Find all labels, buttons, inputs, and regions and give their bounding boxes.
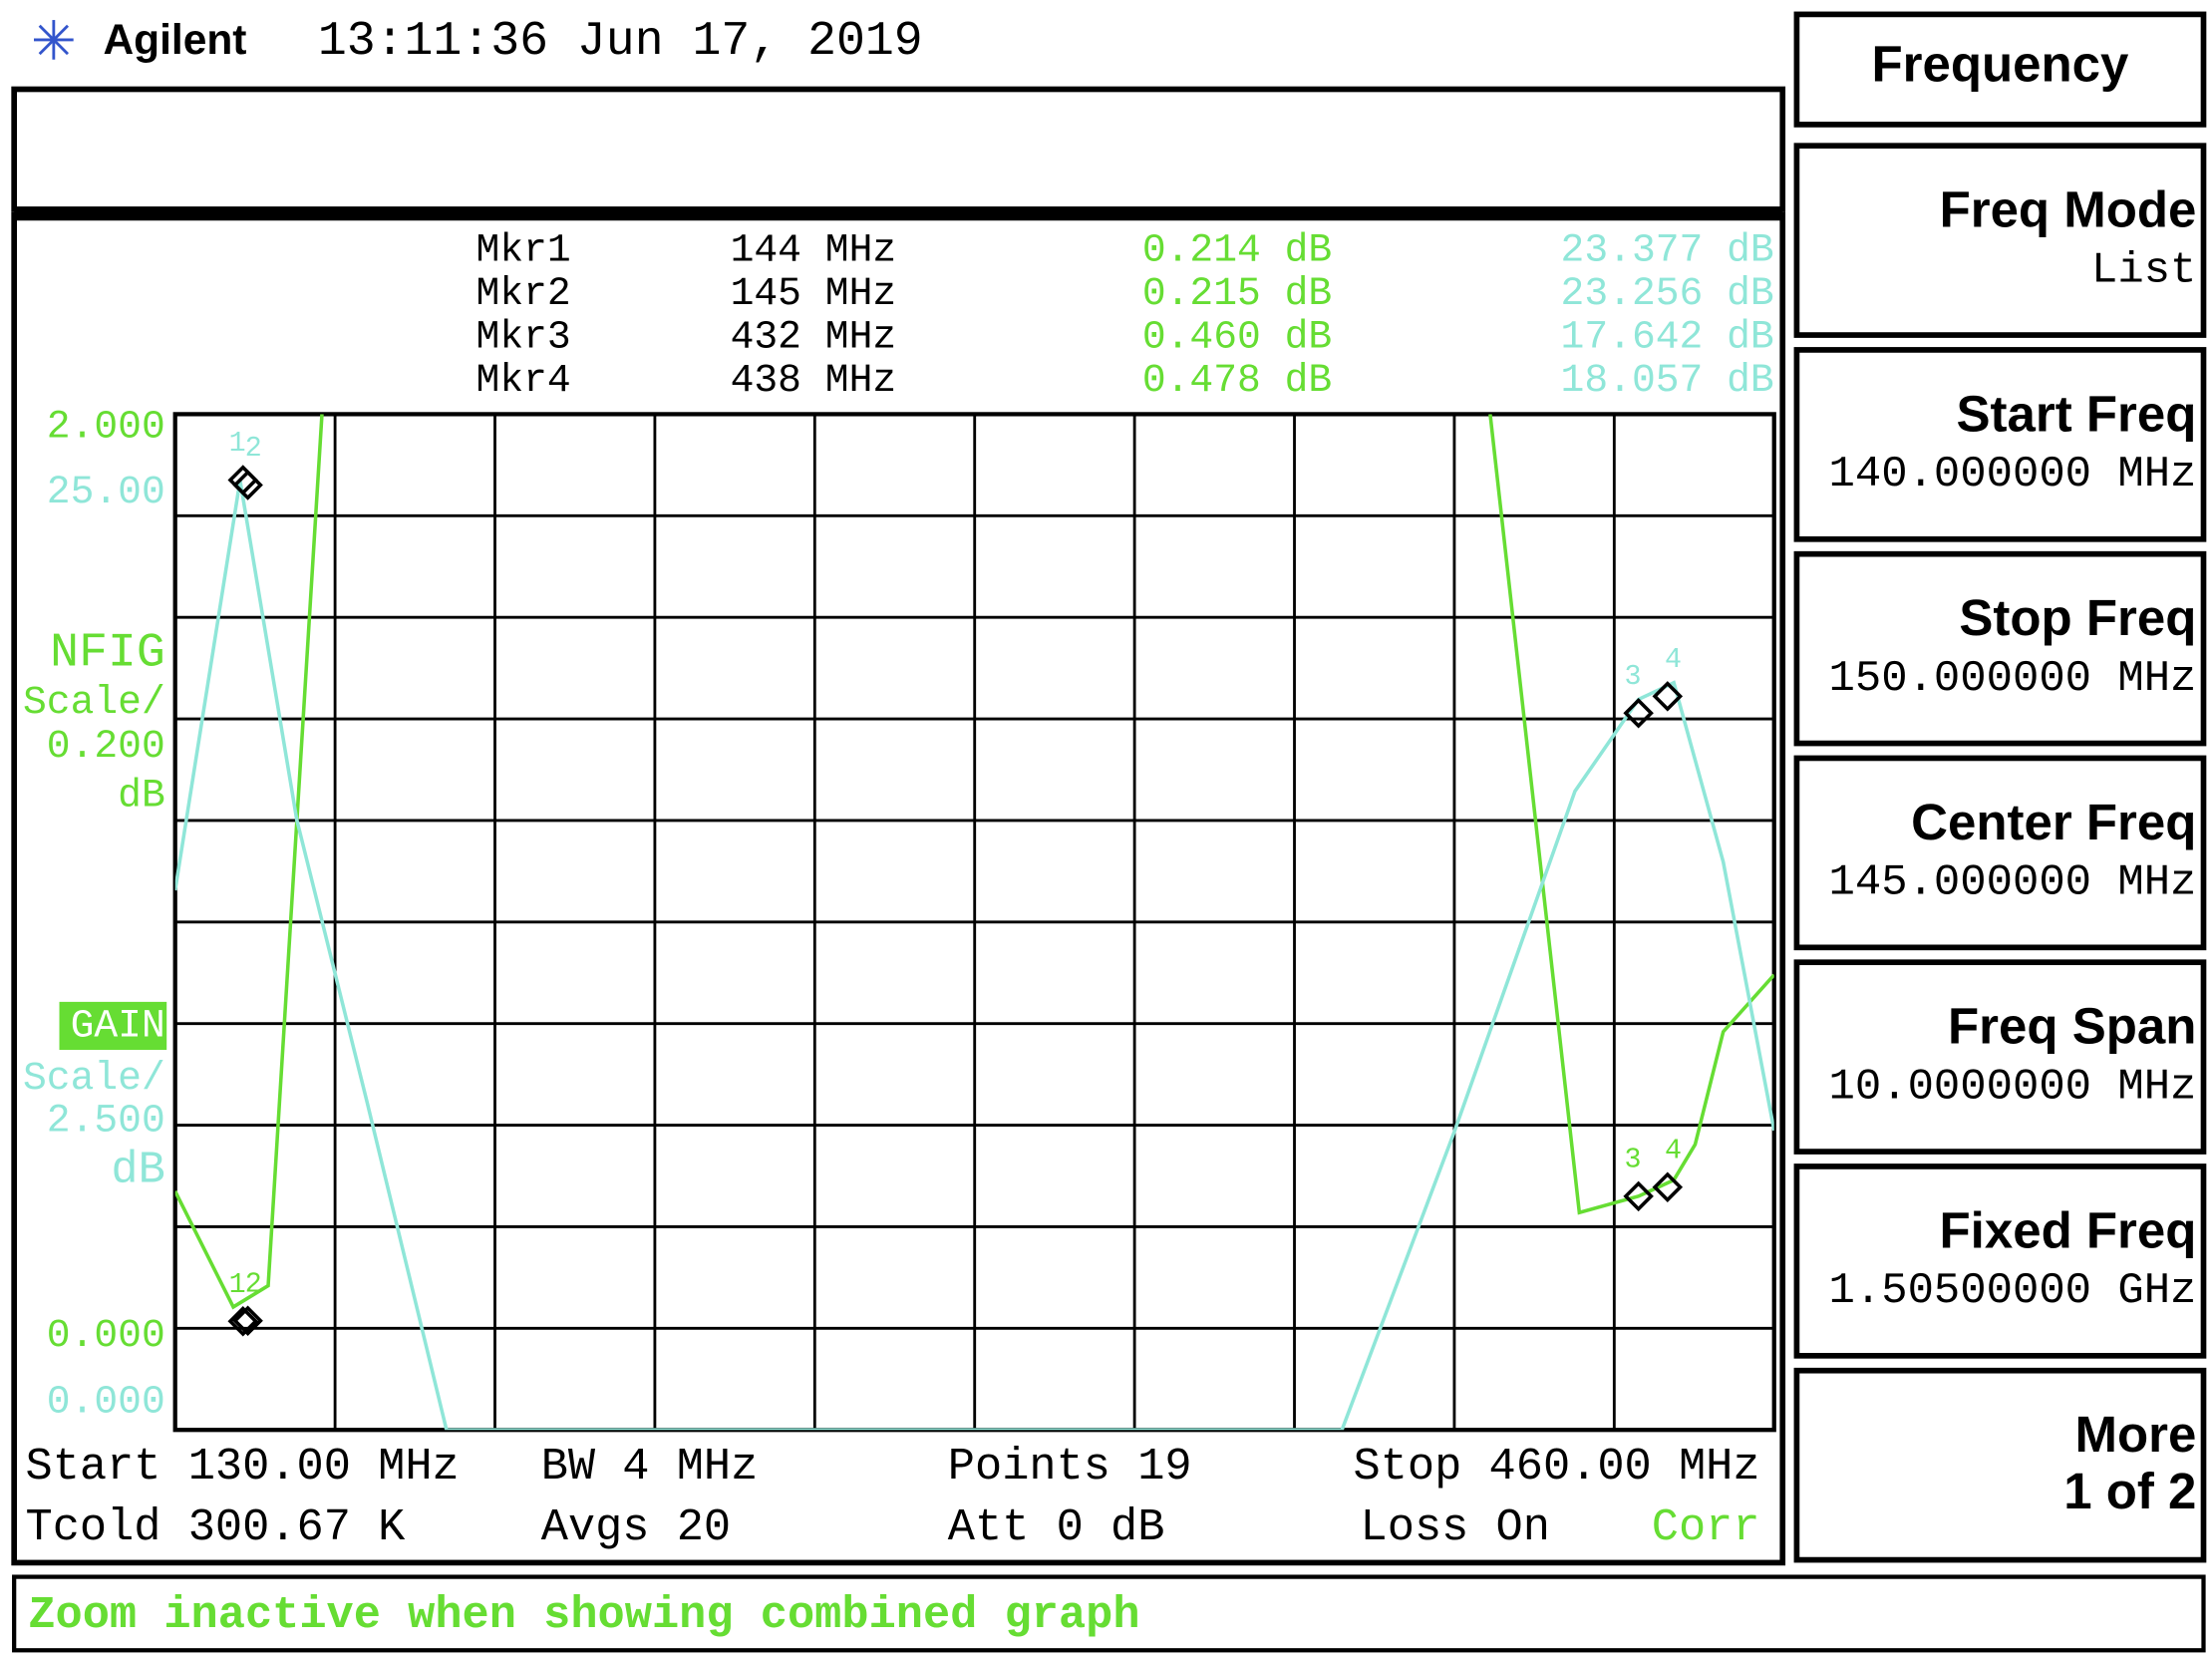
marker-diamond — [1623, 698, 1654, 729]
softkey[interactable]: Freq Span 10.0000000 MHz — [1793, 959, 2207, 1155]
marker-diamond — [1652, 681, 1684, 712]
marker-name: Mkr1 — [476, 228, 571, 273]
marker-freq: 438 MHz — [731, 358, 897, 403]
setting: Start 130.00 MHz — [26, 1441, 460, 1493]
marker-nfig: 0.478 dB — [1142, 358, 1332, 403]
timestamp: 13:11:36 Jun 17, 2019 — [318, 15, 923, 69]
y2-tick-label: 0.000 — [47, 1379, 165, 1424]
softkey[interactable]: Freq Mode List — [1793, 143, 2207, 338]
logo: Agilent — [103, 17, 246, 64]
setting: Att 0 dB — [948, 1501, 1165, 1553]
setting: Corr — [1652, 1501, 1760, 1553]
marker-diamond — [232, 1305, 263, 1336]
menu-title-box — [1793, 11, 2207, 128]
marker-gain: 17.642 dB — [1561, 315, 1774, 360]
marker-diamond — [227, 1305, 259, 1337]
softkey-label[interactable]: Center Freq — [1911, 794, 2196, 850]
menu-title: Frequency — [1871, 36, 2129, 93]
title-box — [11, 86, 1786, 212]
message-box — [12, 1574, 2206, 1653]
y-axis-label: dB — [118, 773, 165, 818]
marker-diamond — [1623, 1180, 1654, 1212]
softkey-value[interactable]: 10.0000000 MHz — [1829, 1063, 2197, 1113]
softkey[interactable]: Fixed Freq 1.50500000 GHz — [1793, 1163, 2207, 1359]
softkey-frame[interactable] — [1793, 143, 2207, 338]
marker-id: 4 — [1665, 1134, 1682, 1166]
marker-id: 3 — [1624, 660, 1641, 693]
softkey-label[interactable]: Stop Freq — [1959, 589, 2196, 646]
marker-gain: 23.377 dB — [1561, 228, 1774, 273]
softkey[interactable]: Stop Freq 150.000000 MHz — [1793, 550, 2207, 747]
setting: Loss On — [1361, 1501, 1550, 1553]
softkey-frame[interactable] — [1793, 1367, 2207, 1563]
softkey-frame[interactable] — [1793, 1163, 2207, 1359]
setting: Points 19 — [948, 1441, 1192, 1493]
marker-id: 1 — [229, 427, 246, 460]
setting: Tcold 300.67 K — [26, 1501, 407, 1553]
marker-nfig: 0.215 dB — [1142, 271, 1332, 316]
marker-id: 2 — [245, 1267, 262, 1300]
message: Zoom inactive when showing combined grap… — [28, 1589, 1139, 1641]
marker-name: Mkr2 — [476, 271, 571, 316]
setting: BW 4 MHz — [541, 1441, 759, 1493]
marker-diamond — [232, 470, 263, 500]
marker-id: 1 — [229, 1268, 246, 1301]
marker-nfig: 0.214 dB — [1142, 228, 1332, 273]
softkey[interactable]: Center Freq 145.000000 MHz — [1793, 755, 2207, 951]
softkey[interactable]: Start Freq 140.000000 MHz — [1793, 347, 2207, 542]
trace — [174, 480, 1774, 1431]
y2-axis-label: GAIN — [71, 1003, 165, 1048]
softkey-frame[interactable] — [1793, 755, 2207, 951]
softkey-value[interactable]: 150.000000 MHz — [1829, 654, 2197, 704]
marker-id: 3 — [1624, 1144, 1641, 1176]
marker-gain: 23.256 dB — [1561, 271, 1774, 316]
softkey-frame[interactable] — [1793, 347, 2207, 542]
marker-diamond — [1652, 1171, 1684, 1202]
softkey-frame[interactable] — [1793, 550, 2207, 747]
marker-freq: 432 MHz — [731, 315, 897, 360]
marker-name: Mkr4 — [476, 358, 571, 403]
y-axis-label: 0.200 — [47, 724, 165, 769]
setting: Avgs 20 — [541, 1501, 731, 1553]
softkey-value[interactable]: 140.000000 MHz — [1829, 450, 2197, 499]
softkey-value[interactable]: 1 of 2 — [2063, 1463, 2196, 1519]
setting: Stop 460.00 MHz — [1354, 1441, 1760, 1493]
marker-name: Mkr3 — [476, 315, 571, 360]
softkey-value[interactable]: 1.50500000 GHz — [1829, 1266, 2197, 1316]
softkey-value[interactable]: 145.000000 MHz — [1829, 858, 2197, 908]
y-axis-label: NFIG — [50, 627, 165, 681]
softkey-frame[interactable] — [1793, 959, 2207, 1155]
marker-gain: 18.057 dB — [1561, 358, 1774, 403]
softkey-label[interactable]: Fixed Freq — [1940, 1201, 2197, 1258]
marker-freq: 145 MHz — [731, 271, 897, 316]
softkey-label[interactable]: Freq Span — [1948, 998, 2196, 1055]
marker-id: 2 — [245, 432, 262, 465]
y2-axis-label: 2.500 — [47, 1098, 165, 1143]
logo-icon — [34, 20, 74, 60]
axis-highlight — [59, 1001, 167, 1051]
marker-nfig: 0.460 dB — [1142, 315, 1332, 360]
y2-axis-label: dB — [111, 1144, 164, 1195]
y-tick-label: 0.000 — [47, 1313, 165, 1358]
y2-axis-label: Scale/ — [23, 1056, 165, 1101]
y2-tick-label: 25.00 — [47, 470, 165, 514]
marker-id: 4 — [1665, 643, 1682, 676]
marker-freq: 144 MHz — [731, 228, 897, 273]
softkey-label[interactable]: Start Freq — [1957, 385, 2197, 442]
y-tick-label: 2.000 — [47, 405, 165, 450]
softkey-label[interactable]: More — [2075, 1406, 2197, 1463]
softkey-label[interactable]: Freq Mode — [1940, 181, 2197, 238]
graph-box — [11, 211, 1786, 1566]
softkey-value[interactable]: List — [2091, 245, 2196, 295]
y-axis-label: Scale/ — [23, 680, 165, 725]
